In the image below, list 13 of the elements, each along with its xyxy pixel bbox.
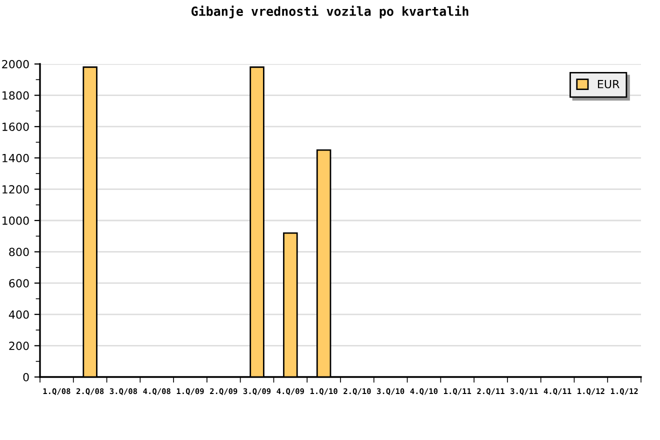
y-tick-label: 600	[9, 279, 29, 288]
y-tick-label: 400	[8, 310, 29, 319]
legend-label: EUR	[598, 80, 620, 88]
y-tick-label: 1000	[2, 216, 29, 225]
y-tick-label: 1400	[2, 154, 29, 162]
y-tick-label: 1800	[2, 91, 29, 100]
y-tick-label: 0	[23, 372, 29, 382]
y-tick-label: 2000	[2, 60, 29, 68]
y-tick-label: 200	[9, 342, 29, 350]
chart-title: Gibanje vrednosti vozila po kvartalih	[191, 6, 468, 18]
y-tick-label: 800	[9, 248, 29, 256]
y-tick-label: 1600	[2, 122, 29, 131]
y-tick-label: 1200	[2, 185, 29, 194]
